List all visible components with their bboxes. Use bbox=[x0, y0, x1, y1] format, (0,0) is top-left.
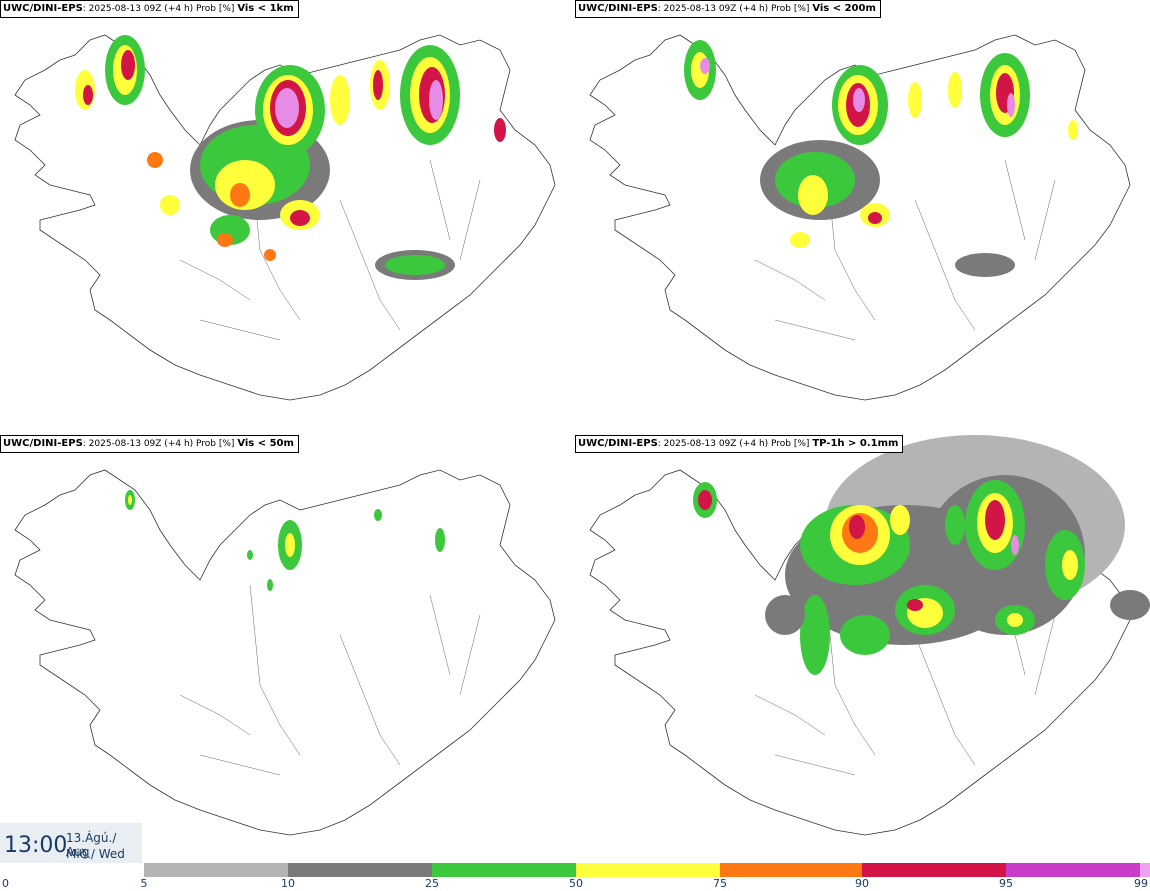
panel-vis-200m: UWC/DINI-EPS: 2025-08-13 09Z (+4 h) Prob… bbox=[575, 0, 1150, 435]
run-info: : 2025-08-13 09Z (+4 h) Prob [%] bbox=[657, 4, 813, 14]
colorbar-segment bbox=[862, 863, 1006, 877]
colorbar-tick-label: 25 bbox=[425, 877, 439, 890]
colorbar-tick-label: 75 bbox=[713, 877, 727, 890]
panel-vis-50m: UWC/DINI-EPS: 2025-08-13 09Z (+4 h) Prob… bbox=[0, 435, 575, 870]
model-name: UWC/DINI-EPS bbox=[578, 438, 658, 449]
valid-date: 13.Ágú./ Aug bbox=[66, 831, 117, 859]
colorbar-tick-label: 90 bbox=[855, 877, 869, 890]
variable-name: Vis < 200m bbox=[812, 3, 876, 14]
colorbar-segment bbox=[1006, 863, 1140, 877]
colorbar-segment bbox=[720, 863, 862, 877]
colorbar-segment bbox=[288, 863, 432, 877]
map-iceland bbox=[589, 34, 1131, 401]
colorbar-tick-label: 99 bbox=[1134, 877, 1148, 890]
variable-name: TP-1h > 0.1mm bbox=[812, 438, 899, 449]
valid-time: 13:00 bbox=[4, 833, 68, 858]
prob-field-vis-1km bbox=[75, 35, 506, 280]
model-name: UWC/DINI-EPS bbox=[3, 3, 83, 14]
colorbar-tick-label: 5 bbox=[140, 877, 148, 890]
colorbar-tick-label: 0 bbox=[2, 877, 9, 890]
panel-header: UWC/DINI-EPS: 2025-08-13 09Z (+4 h) Prob… bbox=[575, 0, 881, 18]
prob-field-tp-1h bbox=[693, 435, 1150, 675]
variable-name: Vis < 1km bbox=[237, 3, 294, 14]
panel-header: UWC/DINI-EPS: 2025-08-13 09Z (+4 h) Prob… bbox=[0, 435, 299, 453]
colorbar-segment bbox=[576, 863, 720, 877]
run-info: : 2025-08-13 09Z (+4 h) Prob [%] bbox=[82, 4, 238, 14]
panel-tp-1h: UWC/DINI-EPS: 2025-08-13 09Z (+4 h) Prob… bbox=[575, 435, 1150, 870]
colorbar-segment bbox=[432, 863, 576, 877]
map-iceland bbox=[14, 469, 556, 836]
prob-field-vis-200m bbox=[684, 40, 1078, 277]
run-info: : 2025-08-13 09Z (+4 h) Prob [%] bbox=[657, 439, 813, 449]
panel-header: UWC/DINI-EPS: 2025-08-13 09Z (+4 h) Prob… bbox=[575, 435, 904, 453]
model-name: UWC/DINI-EPS bbox=[578, 3, 658, 14]
colorbar-tick-label: 95 bbox=[999, 877, 1013, 890]
colorbar-segment bbox=[144, 863, 288, 877]
colorbar-tick-label: 10 bbox=[281, 877, 295, 890]
valid-weekday: Mið./ Wed bbox=[66, 847, 125, 861]
colorbar-segment bbox=[1140, 863, 1150, 877]
variable-name: Vis < 50m bbox=[237, 438, 294, 449]
prob-field-vis-50m bbox=[125, 490, 445, 591]
run-info: : 2025-08-13 09Z (+4 h) Prob [%] bbox=[82, 439, 238, 449]
model-name: UWC/DINI-EPS bbox=[3, 438, 83, 449]
map-iceland bbox=[14, 34, 556, 401]
colorbar-legend: 0 5 10 25 50 75 90 95 99 bbox=[0, 862, 1150, 891]
map-iceland bbox=[589, 435, 1150, 836]
colorbar-tick-label: 50 bbox=[569, 877, 583, 890]
colorbar-segment bbox=[0, 863, 144, 877]
panel-header: UWC/DINI-EPS: 2025-08-13 09Z (+4 h) Prob… bbox=[0, 0, 299, 18]
panel-vis-1km: UWC/DINI-EPS: 2025-08-13 09Z (+4 h) Prob… bbox=[0, 0, 575, 435]
valid-time-box: 13:00 13.Ágú./ Aug Mið./ Wed bbox=[0, 823, 142, 867]
